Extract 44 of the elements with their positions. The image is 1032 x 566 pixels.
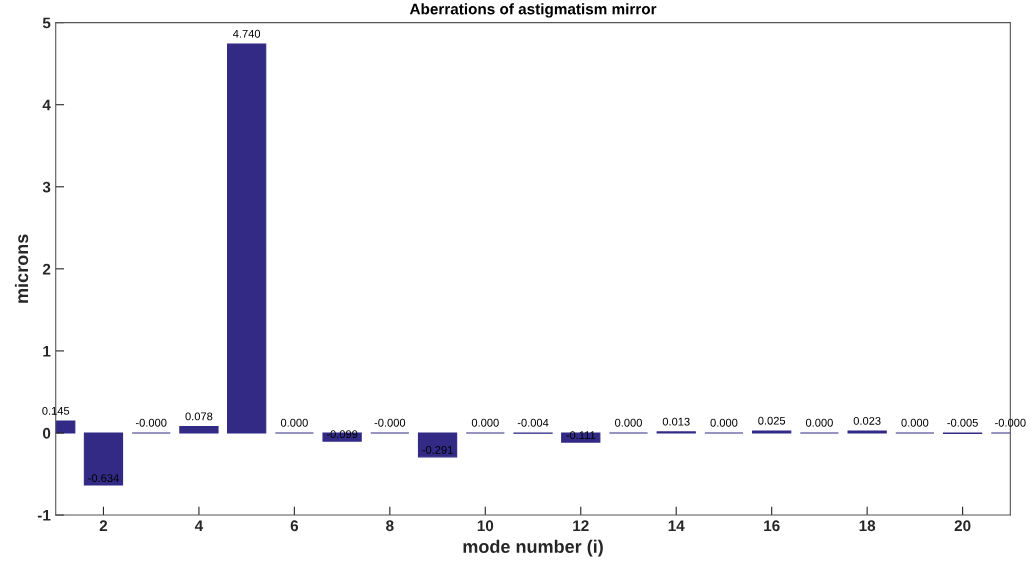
y-tick-label: 5	[42, 17, 51, 29]
data-label: -0.004	[517, 418, 549, 427]
data-label: 0.025	[758, 416, 786, 425]
data-label: 0.023	[853, 416, 881, 425]
x-tick-label: 6	[290, 520, 299, 532]
bar	[227, 43, 267, 434]
data-label: 0.013	[662, 417, 690, 426]
data-label: -0.005	[947, 418, 978, 427]
x-tick-label: 4	[194, 520, 204, 531]
data-label: 0.000	[615, 418, 642, 427]
bar	[752, 430, 792, 434]
data-label: 0.078	[185, 412, 213, 421]
x-tick-label: 20	[954, 520, 971, 532]
data-label: 0.000	[805, 418, 833, 427]
bar	[83, 432, 124, 486]
bar	[179, 426, 219, 434]
data-label: -0.000	[135, 418, 167, 427]
x-tick-label: 8	[386, 520, 394, 532]
y-tick-label: 1	[43, 345, 51, 357]
x-tick-label: 18	[859, 520, 876, 532]
y-tick-label: 2	[42, 263, 51, 275]
data-label: 4.740	[233, 29, 261, 38]
x-tick-label: 12	[573, 520, 589, 531]
data-label: -0.291	[422, 445, 453, 454]
x-tick-label: 10	[477, 520, 494, 532]
x-axis-title: mode number (i)	[463, 539, 603, 557]
chart-title: Aberrations of astigmatism mirror	[409, 3, 657, 18]
data-label: -0.000	[374, 418, 406, 427]
x-tick-label: 14	[668, 520, 685, 531]
bar	[561, 432, 601, 443]
y-tick-label: -1	[37, 510, 51, 521]
y-tick-label: 0	[42, 427, 51, 439]
y-axis-title: microns	[14, 234, 29, 303]
data-label: 0.000	[280, 418, 308, 427]
y-tick-label: 4	[42, 99, 51, 111]
data-label: -0.634	[88, 474, 119, 483]
bar	[417, 432, 458, 458]
y-tick-label: 3	[42, 181, 51, 193]
data-label: 0.000	[710, 418, 738, 427]
data-label: 0.000	[471, 418, 499, 427]
data-label: -0.111	[566, 431, 596, 440]
x-tick-label: 2	[99, 520, 108, 531]
x-tick-label: 16	[764, 520, 780, 532]
data-label: 0.000	[901, 418, 929, 427]
